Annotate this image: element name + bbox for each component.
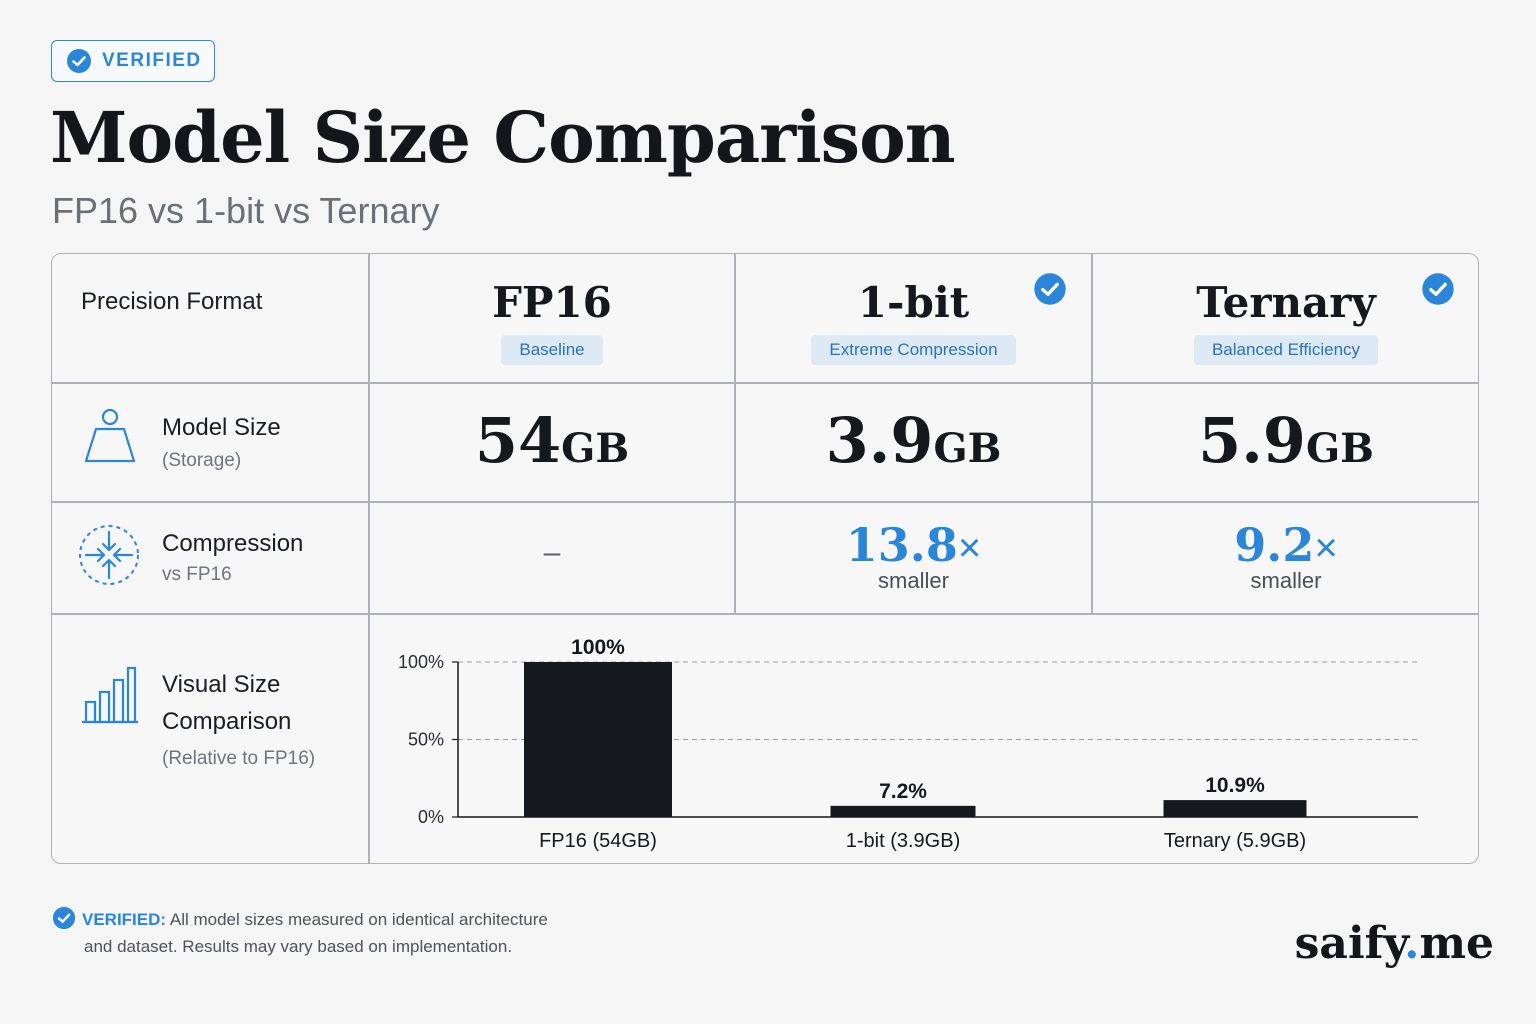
size-value-ternary: 5.9 GB xyxy=(1198,404,1374,477)
data-label: 7.2% xyxy=(879,780,927,803)
column-header-ternary: Ternary Balanced Efficiency xyxy=(1093,254,1479,382)
divider xyxy=(52,613,1478,615)
column-tag: Balanced Efficiency xyxy=(1193,335,1379,365)
footnote: VERIFIED: All model sizes measured on id… xyxy=(52,906,548,960)
column-header-fp16: FP16 Baseline xyxy=(370,254,734,382)
divider xyxy=(52,501,1478,503)
x-tick-label: FP16 (54GB) xyxy=(539,830,657,852)
footnote-line2: and dataset. Results may vary based on i… xyxy=(84,937,513,956)
x-tick-label: 1-bit (3.9GB) xyxy=(846,830,960,852)
data-label: 100% xyxy=(571,636,625,659)
badge-label: VERIFIED xyxy=(102,50,202,71)
weight-icon xyxy=(84,408,136,463)
compress-arrows-icon xyxy=(79,525,139,585)
column-name: 1-bit xyxy=(857,278,970,327)
row-label-model-size: Model Size (Storage) xyxy=(162,414,281,471)
y-tick-label: 100% xyxy=(398,652,444,672)
divider xyxy=(1091,254,1093,613)
comparison-table: Precision Format FP16 Baseline 1-bit Ext… xyxy=(51,253,1479,864)
size-value-1bit: 3.9 GB xyxy=(825,404,1002,477)
y-tick-label: 50% xyxy=(408,730,444,750)
bar xyxy=(830,805,976,817)
compression-ternary: 9.2× smaller xyxy=(1234,518,1338,593)
header-label: Precision Format xyxy=(81,288,263,315)
y-tick-label: 0% xyxy=(418,807,444,827)
verified-badge: VERIFIED xyxy=(51,40,215,82)
check-circle-icon xyxy=(1034,273,1066,305)
bar-chart-icon xyxy=(82,666,138,724)
column-tag: Baseline xyxy=(501,335,603,365)
compression-1bit: 13.8× smaller xyxy=(845,518,982,593)
column-tag: Extreme Compression xyxy=(811,335,1016,365)
brand-logo: saify.me xyxy=(1294,918,1494,969)
divider xyxy=(734,254,736,613)
column-name: FP16 xyxy=(492,278,612,327)
compression-fp16: – xyxy=(543,536,561,569)
check-circle-icon xyxy=(1422,273,1454,305)
column-name: Ternary xyxy=(1196,278,1376,327)
footnote-line1: All model sizes measured on identical ar… xyxy=(169,910,548,929)
check-circle-icon xyxy=(67,49,91,73)
footnote-label: VERIFIED: xyxy=(82,910,167,929)
size-value-fp16: 54 GB xyxy=(474,404,630,477)
divider xyxy=(52,382,1478,384)
page-title: Model Size Comparison xyxy=(50,96,956,179)
check-circle-icon xyxy=(52,906,76,930)
page-subtitle: FP16 vs 1-bit vs Ternary xyxy=(52,190,440,231)
bar xyxy=(524,662,672,817)
row-label-visual: Visual Size Comparison (Relative to FP16… xyxy=(162,671,316,769)
row-label-compression: Compression vs FP16 xyxy=(162,530,304,585)
column-header-1bit: 1-bit Extreme Compression xyxy=(736,254,1091,382)
data-label: 10.9% xyxy=(1205,774,1265,797)
size-bar-chart: 0% 50% 100% 100% FP16 (54GB) 7.2% 1-bit (3.9GB… xyxy=(398,636,1418,852)
divider xyxy=(368,254,370,863)
x-tick-label: Ternary (5.9GB) xyxy=(1164,830,1306,852)
bar xyxy=(1163,800,1307,817)
